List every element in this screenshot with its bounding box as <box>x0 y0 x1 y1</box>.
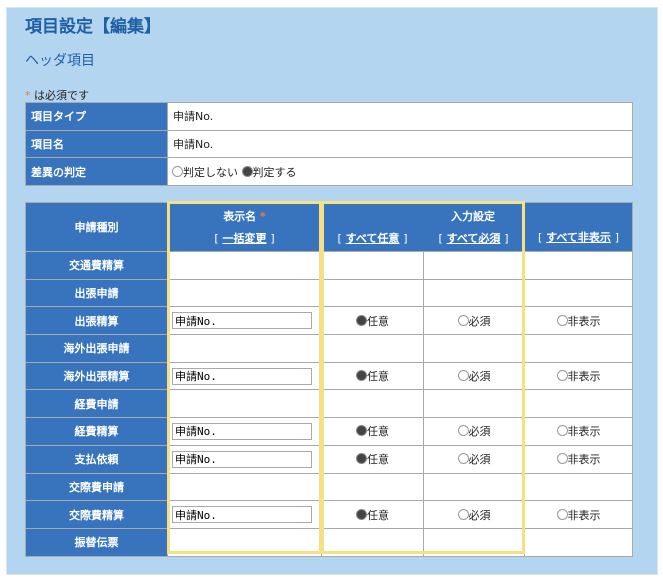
empty-cell <box>321 251 424 280</box>
field-label: 項目タイプ <box>25 102 168 131</box>
type-label: 支払依頼 <box>25 444 168 474</box>
empty-cell <box>321 527 424 557</box>
type-label: 交通費精算 <box>25 251 168 280</box>
all-hidden-link[interactable]: すべて非表示 <box>546 231 611 244</box>
empty-cell <box>423 251 525 280</box>
type-label: 出張精算 <box>25 306 168 336</box>
field-row-type: 項目タイプ 申請No. <box>25 102 633 131</box>
all-optional-link[interactable]: すべて任意 <box>345 232 400 245</box>
type-label: 交際費精算 <box>25 500 168 529</box>
section-title: ヘッダ項目 <box>25 53 95 69</box>
empty-cell <box>167 251 322 280</box>
field-row-diff: 差異の判定 判定しない 判定する <box>25 157 633 187</box>
required-note: * は必須です <box>25 87 89 103</box>
empty-cell <box>423 472 525 502</box>
table-row: 海外出張精算任意必須非表示 <box>25 361 633 391</box>
empty-cell <box>321 472 424 502</box>
table-row: 経費精算任意必須非表示 <box>25 417 633 446</box>
radio-required[interactable] <box>457 453 469 465</box>
col-display-header: 表示名 * [ 一括変更 ] <box>167 202 322 252</box>
display-name-input[interactable] <box>172 422 312 440</box>
radio-optional[interactable] <box>356 425 367 437</box>
type-label: 経費精算 <box>25 417 168 446</box>
display-name-input[interactable] <box>172 312 312 330</box>
field-value: 申請No. <box>167 129 633 159</box>
radio-required[interactable] <box>457 508 469 520</box>
radio-no-judge[interactable]: 判定しない <box>172 165 238 179</box>
field-label: 差異の判定 <box>25 157 168 187</box>
empty-cell <box>321 389 424 419</box>
empty-cell <box>167 527 322 557</box>
type-label: 出張申請 <box>25 278 168 308</box>
empty-cell <box>524 527 633 557</box>
radio-icon[interactable] <box>172 165 183 177</box>
all-required-link[interactable]: すべて必須 <box>446 232 501 245</box>
empty-cell <box>524 334 633 363</box>
empty-cell <box>423 278 525 308</box>
radio-hidden[interactable] <box>556 314 568 326</box>
radio-judge[interactable]: 判定する <box>241 165 297 179</box>
table-row: 海外出張申請 <box>25 334 633 363</box>
empty-cell <box>524 278 633 308</box>
field-row-name: 項目名 申請No. <box>25 129 633 159</box>
display-name-input[interactable] <box>172 450 312 468</box>
radio-hidden[interactable] <box>556 508 568 520</box>
radio-optional[interactable] <box>356 314 367 326</box>
radio-optional[interactable] <box>356 370 367 382</box>
empty-cell <box>167 472 322 502</box>
type-label: 交際費申請 <box>25 472 168 502</box>
header-field-table: 項目タイプ 申請No. 項目名 申請No. 差異の判定 判定しない 判定する <box>25 102 633 187</box>
col-hidden-header: [ すべて非表示 ] <box>524 202 633 252</box>
empty-cell <box>321 334 424 363</box>
display-name-input[interactable] <box>172 367 312 385</box>
empty-cell <box>524 389 633 419</box>
type-label: 海外出張精算 <box>25 361 168 391</box>
radio-optional[interactable] <box>356 508 367 520</box>
table-row: 出張申請 <box>25 278 633 308</box>
type-label: 海外出張申請 <box>25 334 168 363</box>
type-label: 経費申請 <box>25 389 168 419</box>
empty-cell <box>321 278 424 308</box>
bulk-change-link[interactable]: 一括変更 <box>222 232 267 245</box>
type-settings-table: 申請種別 表示名 * [ 一括変更 ] 入力設定 [ すべて任意 ][ すべて必… <box>25 202 633 557</box>
radio-required[interactable] <box>457 425 469 437</box>
display-name-input[interactable] <box>172 506 312 524</box>
field-value: 申請No. <box>167 102 633 131</box>
type-label: 振替伝票 <box>25 527 168 557</box>
empty-cell <box>524 251 633 280</box>
table-row: 支払依頼任意必須非表示 <box>25 444 633 474</box>
empty-cell <box>524 472 633 502</box>
empty-cell <box>423 334 525 363</box>
radio-required[interactable] <box>457 314 469 326</box>
empty-cell <box>167 389 322 419</box>
field-label: 項目名 <box>25 129 168 159</box>
col-type-header: 申請種別 <box>25 202 168 252</box>
radio-hidden[interactable] <box>556 370 568 382</box>
required-mark: * <box>260 210 266 223</box>
empty-cell <box>423 527 525 557</box>
radio-hidden[interactable] <box>556 425 568 437</box>
table-row: 出張精算任意必須非表示 <box>25 306 633 336</box>
radio-required[interactable] <box>457 370 469 382</box>
empty-cell <box>167 334 322 363</box>
col-input-header: 入力設定 [ すべて任意 ][ すべて必須 ] <box>321 202 525 252</box>
table-row: 交際費申請 <box>25 472 633 502</box>
required-note-text: は必須です <box>34 89 89 102</box>
empty-cell <box>167 278 322 308</box>
page-title: 項目設定【編集】 <box>25 17 161 37</box>
table-row: 交通費精算 <box>25 251 633 280</box>
empty-cell <box>423 389 525 419</box>
radio-selected-icon[interactable] <box>241 165 253 177</box>
required-mark: * <box>25 89 31 102</box>
table-row: 振替伝票 <box>25 527 633 557</box>
radio-optional[interactable] <box>356 453 367 465</box>
table-row: 経費申請 <box>25 389 633 419</box>
table-row: 交際費精算任意必須非表示 <box>25 500 633 529</box>
radio-hidden[interactable] <box>556 453 568 465</box>
